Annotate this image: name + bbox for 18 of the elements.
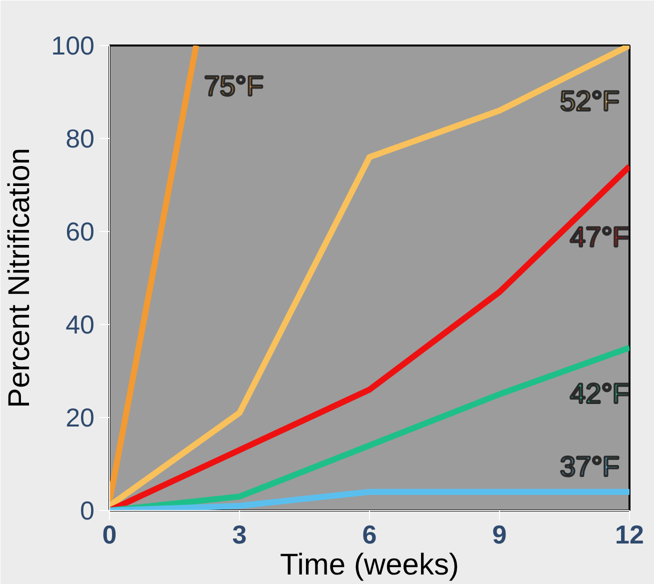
series-label: 47°F bbox=[570, 221, 630, 252]
y-tick-label: 80 bbox=[66, 124, 94, 154]
x-tick-label: 0 bbox=[102, 520, 117, 550]
x-tick-label: 9 bbox=[492, 520, 507, 550]
series-label: 42°F bbox=[570, 378, 630, 409]
x-tick-label: 12 bbox=[615, 520, 644, 550]
y-axis-title: Percent Nitrification bbox=[3, 148, 36, 408]
y-tick-label: 20 bbox=[66, 402, 94, 432]
series-label: 75°F bbox=[204, 70, 264, 102]
x-axis-title: Time (weeks) bbox=[280, 548, 459, 582]
series-label: 52°F bbox=[560, 86, 620, 116]
x-tick-label: 6 bbox=[362, 520, 377, 550]
y-tick-label: 40 bbox=[66, 310, 94, 340]
y-tick-label: 60 bbox=[66, 216, 94, 246]
x-tick-label: 3 bbox=[232, 520, 247, 550]
y-tick-label: 100 bbox=[51, 30, 95, 60]
y-tick-label: 0 bbox=[80, 496, 95, 526]
series-label: 37°F bbox=[560, 450, 620, 482]
